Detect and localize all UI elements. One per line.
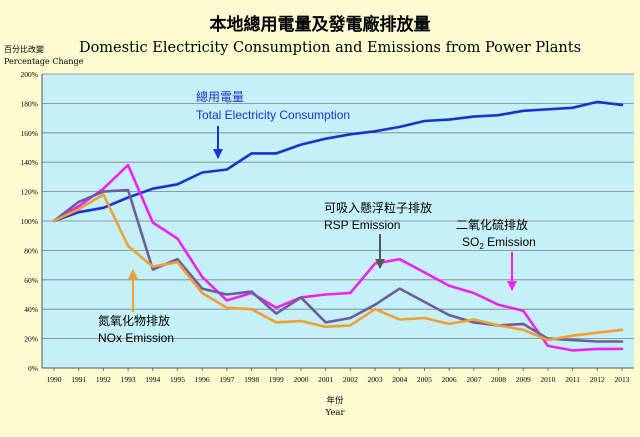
x-tick-label-2011: 2011 [565,375,580,384]
series-line-nox [52,193,624,342]
y-tick-label-80: 80% [24,246,38,255]
gridlines [42,73,634,340]
annotation-so2-en-suffix: Emission [484,235,536,249]
y-tick-label-60: 60% [24,276,38,285]
x-tick-label-2009: 2009 [516,375,531,384]
x-tick-label-1997: 1997 [219,375,234,384]
x-tick-label-2004: 2004 [392,375,407,384]
annotation-so2: 二氧化硫排放 SO2 Emission [456,217,536,291]
y-tick-label-20: 20% [24,335,38,344]
y-tick-label-200: 200% [21,70,39,79]
annotation-electricity: 總用電量 Total Electricity Consumption [196,89,350,159]
chart-title-zh: 本地總用電量及發電廠排放量 [210,14,431,35]
series-lines [52,100,624,352]
annotation-so2-zh: 二氧化硫排放 [456,217,528,232]
x-tick-label-2013: 2013 [615,375,630,384]
annotation-electricity-en: Total Electricity Consumption [196,108,350,122]
y-tick-label-140: 140% [21,158,39,167]
annotation-nox-zh: 氮氧化物排放 [98,313,170,328]
x-tick-label-2002: 2002 [343,375,358,384]
y-tick-label-180: 180% [21,99,39,108]
y-tick-label-0: 0% [28,364,38,373]
y-axis-ticks: 0% 20% 40% 60% 80% 100% 120% 140% 160% 180% 200% [21,70,39,373]
x-tick-label-2005: 2005 [417,375,432,384]
x-tick-label-1993: 1993 [121,375,136,384]
x-tick-label-2007: 2007 [466,375,481,384]
annotation-nox: 氮氧化物排放 NOx Emission [98,269,174,345]
series-line-so2 [52,163,624,352]
annotation-electricity-zh: 總用電量 [196,89,244,104]
x-tick-label-1990: 1990 [47,375,62,384]
x-axis-ticks: 1990 1991 1992 1993 1994 1995 1996 1997 1998 1999… [47,368,630,384]
annotation-rsp: 可吸入懸浮粒子排放 RSP Emission [324,200,432,269]
x-tick-label-2003: 2003 [368,375,383,384]
x-tick-label-2010: 2010 [540,375,555,384]
y-tick-label-160: 160% [21,129,39,138]
x-tick-label-2000: 2000 [293,375,308,384]
series-line-rsp [52,188,624,343]
x-tick-label-1996: 1996 [195,375,210,384]
y-tick-label-120: 120% [21,188,39,197]
y-axis-label-en: Percentage Change [4,57,84,66]
x-tick-label-1991: 1991 [71,375,86,384]
annotation-so2-en-main: SO [462,235,479,249]
x-tick-label-2001: 2001 [318,375,333,384]
x-tick-label-1992: 1992 [96,375,111,384]
series-line-electricity [52,100,624,223]
x-tick-label-1994: 1994 [145,375,160,384]
annotation-rsp-en: RSP Emission [324,218,400,232]
y-tick-label-40: 40% [24,305,38,314]
annotation-rsp-zh: 可吸入懸浮粒子排放 [324,200,432,215]
x-tick-label-1998: 1998 [244,375,259,384]
annotation-nox-en: NOx Emission [98,331,174,345]
y-axis-label-zh: 百分比改變 [4,44,44,54]
annotation-so2-en: SO2 Emission [462,235,536,251]
x-axis-label-en: Year [324,408,345,418]
x-tick-label-2006: 2006 [442,375,457,384]
x-tick-label-2008: 2008 [491,375,506,384]
x-tick-label-1995: 1995 [170,375,185,384]
x-tick-label-2012: 2012 [590,375,605,384]
x-tick-label-1999: 1999 [269,375,284,384]
y-tick-label-100: 100% [21,217,39,226]
chart-title-en: Domestic Electricity Consumption and Emi… [79,40,581,56]
annotation-so2-en-sub: 2 [479,242,484,251]
x-axis-label-zh: 年份 [326,395,344,406]
